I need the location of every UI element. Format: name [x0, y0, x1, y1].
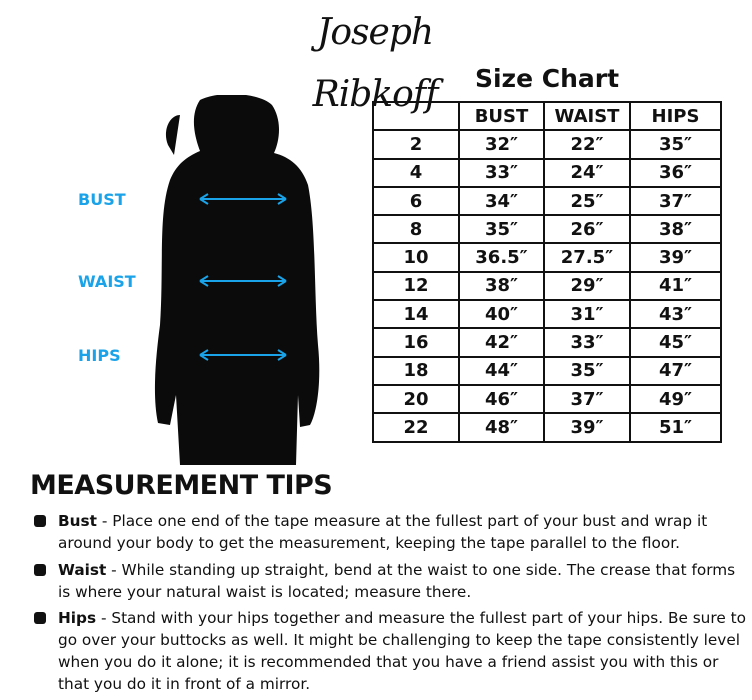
cell-bust: 36.5″ — [458, 242, 545, 273]
cell-bust: 46″ — [458, 383, 545, 415]
cell-hips: 51″ — [629, 412, 722, 443]
cell-waist: 22″ — [543, 129, 631, 160]
table-row: 8 35″ 26″ 38″ — [372, 214, 722, 245]
cell-hips: 37″ — [629, 185, 722, 217]
cell-hips: 43″ — [629, 299, 722, 330]
cell-size: 14 — [372, 299, 460, 330]
tip-waist: Waist - While standing up straight, bend… — [34, 559, 748, 603]
cell-size: 4 — [372, 157, 460, 188]
cell-size: 16 — [372, 327, 460, 358]
table-header-row: BUST WAIST HIPS — [372, 100, 722, 132]
tip-text: - While standing up straight, bend at th… — [58, 561, 736, 601]
cell-waist: 24″ — [543, 157, 631, 188]
tip-term: Bust — [58, 512, 97, 530]
bust-label: BUST — [78, 190, 126, 209]
cell-size: 6 — [372, 185, 460, 217]
table-row: 2 32″ 22″ 35″ — [372, 129, 722, 160]
table-row: 14 40″ 31″ 43″ — [372, 299, 722, 330]
cell-size: 18 — [372, 355, 460, 386]
cell-size: 2 — [372, 129, 460, 160]
cell-waist: 35″ — [543, 355, 631, 386]
bullet-icon — [34, 564, 46, 576]
cell-hips: 45″ — [629, 327, 722, 358]
header-hips: HIPS — [629, 100, 722, 132]
table-row: 12 38″ 29″ 41″ — [372, 270, 722, 302]
cell-bust: 32″ — [458, 129, 545, 160]
cell-hips: 41″ — [629, 270, 722, 302]
tip-hips: Hips - Stand with your hips together and… — [34, 607, 748, 695]
table-row: 20 46″ 37″ 49″ — [372, 383, 722, 415]
cell-bust: 42″ — [458, 327, 545, 358]
cell-hips: 36″ — [629, 157, 722, 188]
cell-hips: 35″ — [629, 129, 722, 160]
cell-waist: 37″ — [543, 383, 631, 415]
tip-text: - Stand with your hips together and meas… — [58, 609, 746, 693]
cell-waist: 33″ — [543, 327, 631, 358]
cell-bust: 40″ — [458, 299, 545, 330]
table-row: 6 34″ 25″ 37″ — [372, 185, 722, 217]
tip-term: Waist — [58, 561, 107, 579]
table-row: 18 44″ 35″ 47″ — [372, 355, 722, 386]
cell-size: 8 — [372, 214, 460, 245]
cell-waist: 39″ — [543, 412, 631, 443]
size-table: BUST WAIST HIPS 2 32″ 22″ 35″ 4 33″ 24″ 36″ 6 34″… — [372, 100, 722, 443]
tips-title: MEASUREMENT TIPS — [30, 470, 333, 501]
waist-label: WAIST — [78, 272, 136, 291]
hips-label: HIPS — [78, 346, 121, 365]
cell-bust: 44″ — [458, 355, 545, 386]
cell-hips: 39″ — [629, 242, 722, 273]
tip-term: Hips — [58, 609, 97, 627]
cell-hips: 49″ — [629, 383, 722, 415]
bust-arrow-icon — [199, 193, 287, 205]
header-waist: WAIST — [543, 100, 631, 132]
tip-text: - Place one end of the tape measure at t… — [58, 512, 708, 552]
cell-hips: 38″ — [629, 214, 722, 245]
cell-waist: 25″ — [543, 185, 631, 217]
cell-size: 10 — [372, 242, 460, 273]
cell-waist: 29″ — [543, 270, 631, 302]
table-row: 4 33″ 24″ 36″ — [372, 157, 722, 188]
table-row: 16 42″ 33″ 45″ — [372, 327, 722, 358]
waist-arrow-icon — [199, 275, 287, 287]
size-chart-title: Size Chart — [474, 64, 620, 93]
cell-hips: 47″ — [629, 355, 722, 386]
cell-size: 20 — [372, 383, 460, 415]
table-row: 10 36.5″ 27.5″ 39″ — [372, 242, 722, 273]
brand-logo: Joseph Ribkoff — [312, 12, 439, 115]
tip-bust: Bust - Place one end of the tape measure… — [34, 510, 748, 554]
cell-waist: 31″ — [543, 299, 631, 330]
header-size — [372, 100, 460, 132]
cell-bust: 38″ — [458, 270, 545, 302]
cell-size: 12 — [372, 270, 460, 302]
cell-bust: 48″ — [458, 412, 545, 443]
cell-waist: 27.5″ — [543, 242, 631, 273]
header-bust: BUST — [458, 100, 545, 132]
cell-bust: 33″ — [458, 157, 545, 188]
cell-bust: 34″ — [458, 185, 545, 217]
bullet-icon — [34, 515, 46, 527]
table-row: 22 48″ 39″ 51″ — [372, 412, 722, 443]
hips-arrow-icon — [199, 349, 287, 361]
cell-bust: 35″ — [458, 214, 545, 245]
cell-waist: 26″ — [543, 214, 631, 245]
bullet-icon — [34, 612, 46, 624]
cell-size: 22 — [372, 412, 460, 443]
